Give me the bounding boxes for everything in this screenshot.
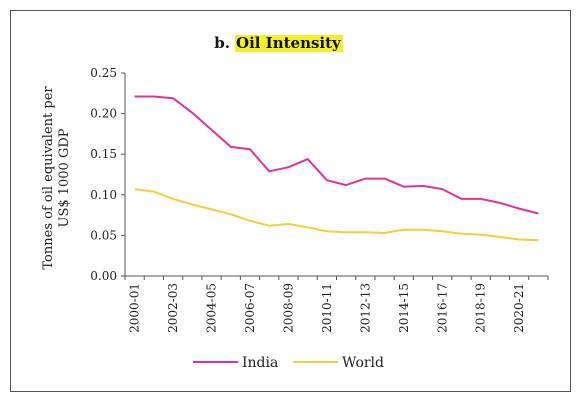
series-line-world: [134, 188, 539, 242]
chart-title-prefix: b.: [214, 34, 230, 52]
y-tick-label: 0.20: [90, 107, 117, 121]
y-tick-label: 0.05: [90, 228, 117, 242]
y-axis-label-line2: US$ 1000 GDP: [57, 128, 72, 227]
chart-frame: [10, 10, 571, 392]
y-axis-label-group: Tonnes of oil equivalent per US$ 1000 GD…: [41, 86, 72, 270]
x-tick-label: 2010-11: [320, 283, 334, 333]
legend-label-world: World: [342, 355, 384, 371]
chart-title: Oil Intensity: [236, 34, 342, 52]
y-tick-label: 0.10: [90, 188, 117, 202]
y-tick-labels: 0.00 0.05 0.10 0.15 0.20 0.25: [90, 66, 117, 283]
title-highlight: [235, 35, 344, 52]
x-tick-label: 2000-01: [128, 283, 142, 333]
y-tick-label: 0.25: [90, 66, 117, 80]
y-axis-label-line1: Tonnes of oil equivalent per: [41, 86, 56, 270]
series-lines: [134, 95, 539, 242]
x-tick-label: 2004-05: [205, 283, 219, 333]
legend-label-india: India: [242, 355, 278, 371]
x-tick-label: 2018-19: [474, 283, 488, 333]
y-tick-label: 0.00: [90, 269, 117, 283]
x-tick-label: 2020-21: [512, 283, 526, 333]
x-tick-label: 2012-13: [358, 283, 372, 333]
axes: [121, 72, 549, 280]
x-tick-labels: 2000-01 2002-03 2004-05 2006-07 2008-09 2010-…: [128, 283, 527, 333]
x-tick-label: 2008-09: [281, 283, 295, 333]
x-tick-label: 2002-03: [166, 283, 180, 333]
x-tick-label: 2006-07: [243, 283, 257, 333]
x-tick-label: 2014-15: [397, 283, 411, 333]
y-tick-label: 0.15: [90, 147, 117, 161]
x-tick-label: 2016-17: [435, 283, 449, 333]
series-line-india: [134, 95, 539, 215]
legend: India World: [193, 355, 384, 371]
